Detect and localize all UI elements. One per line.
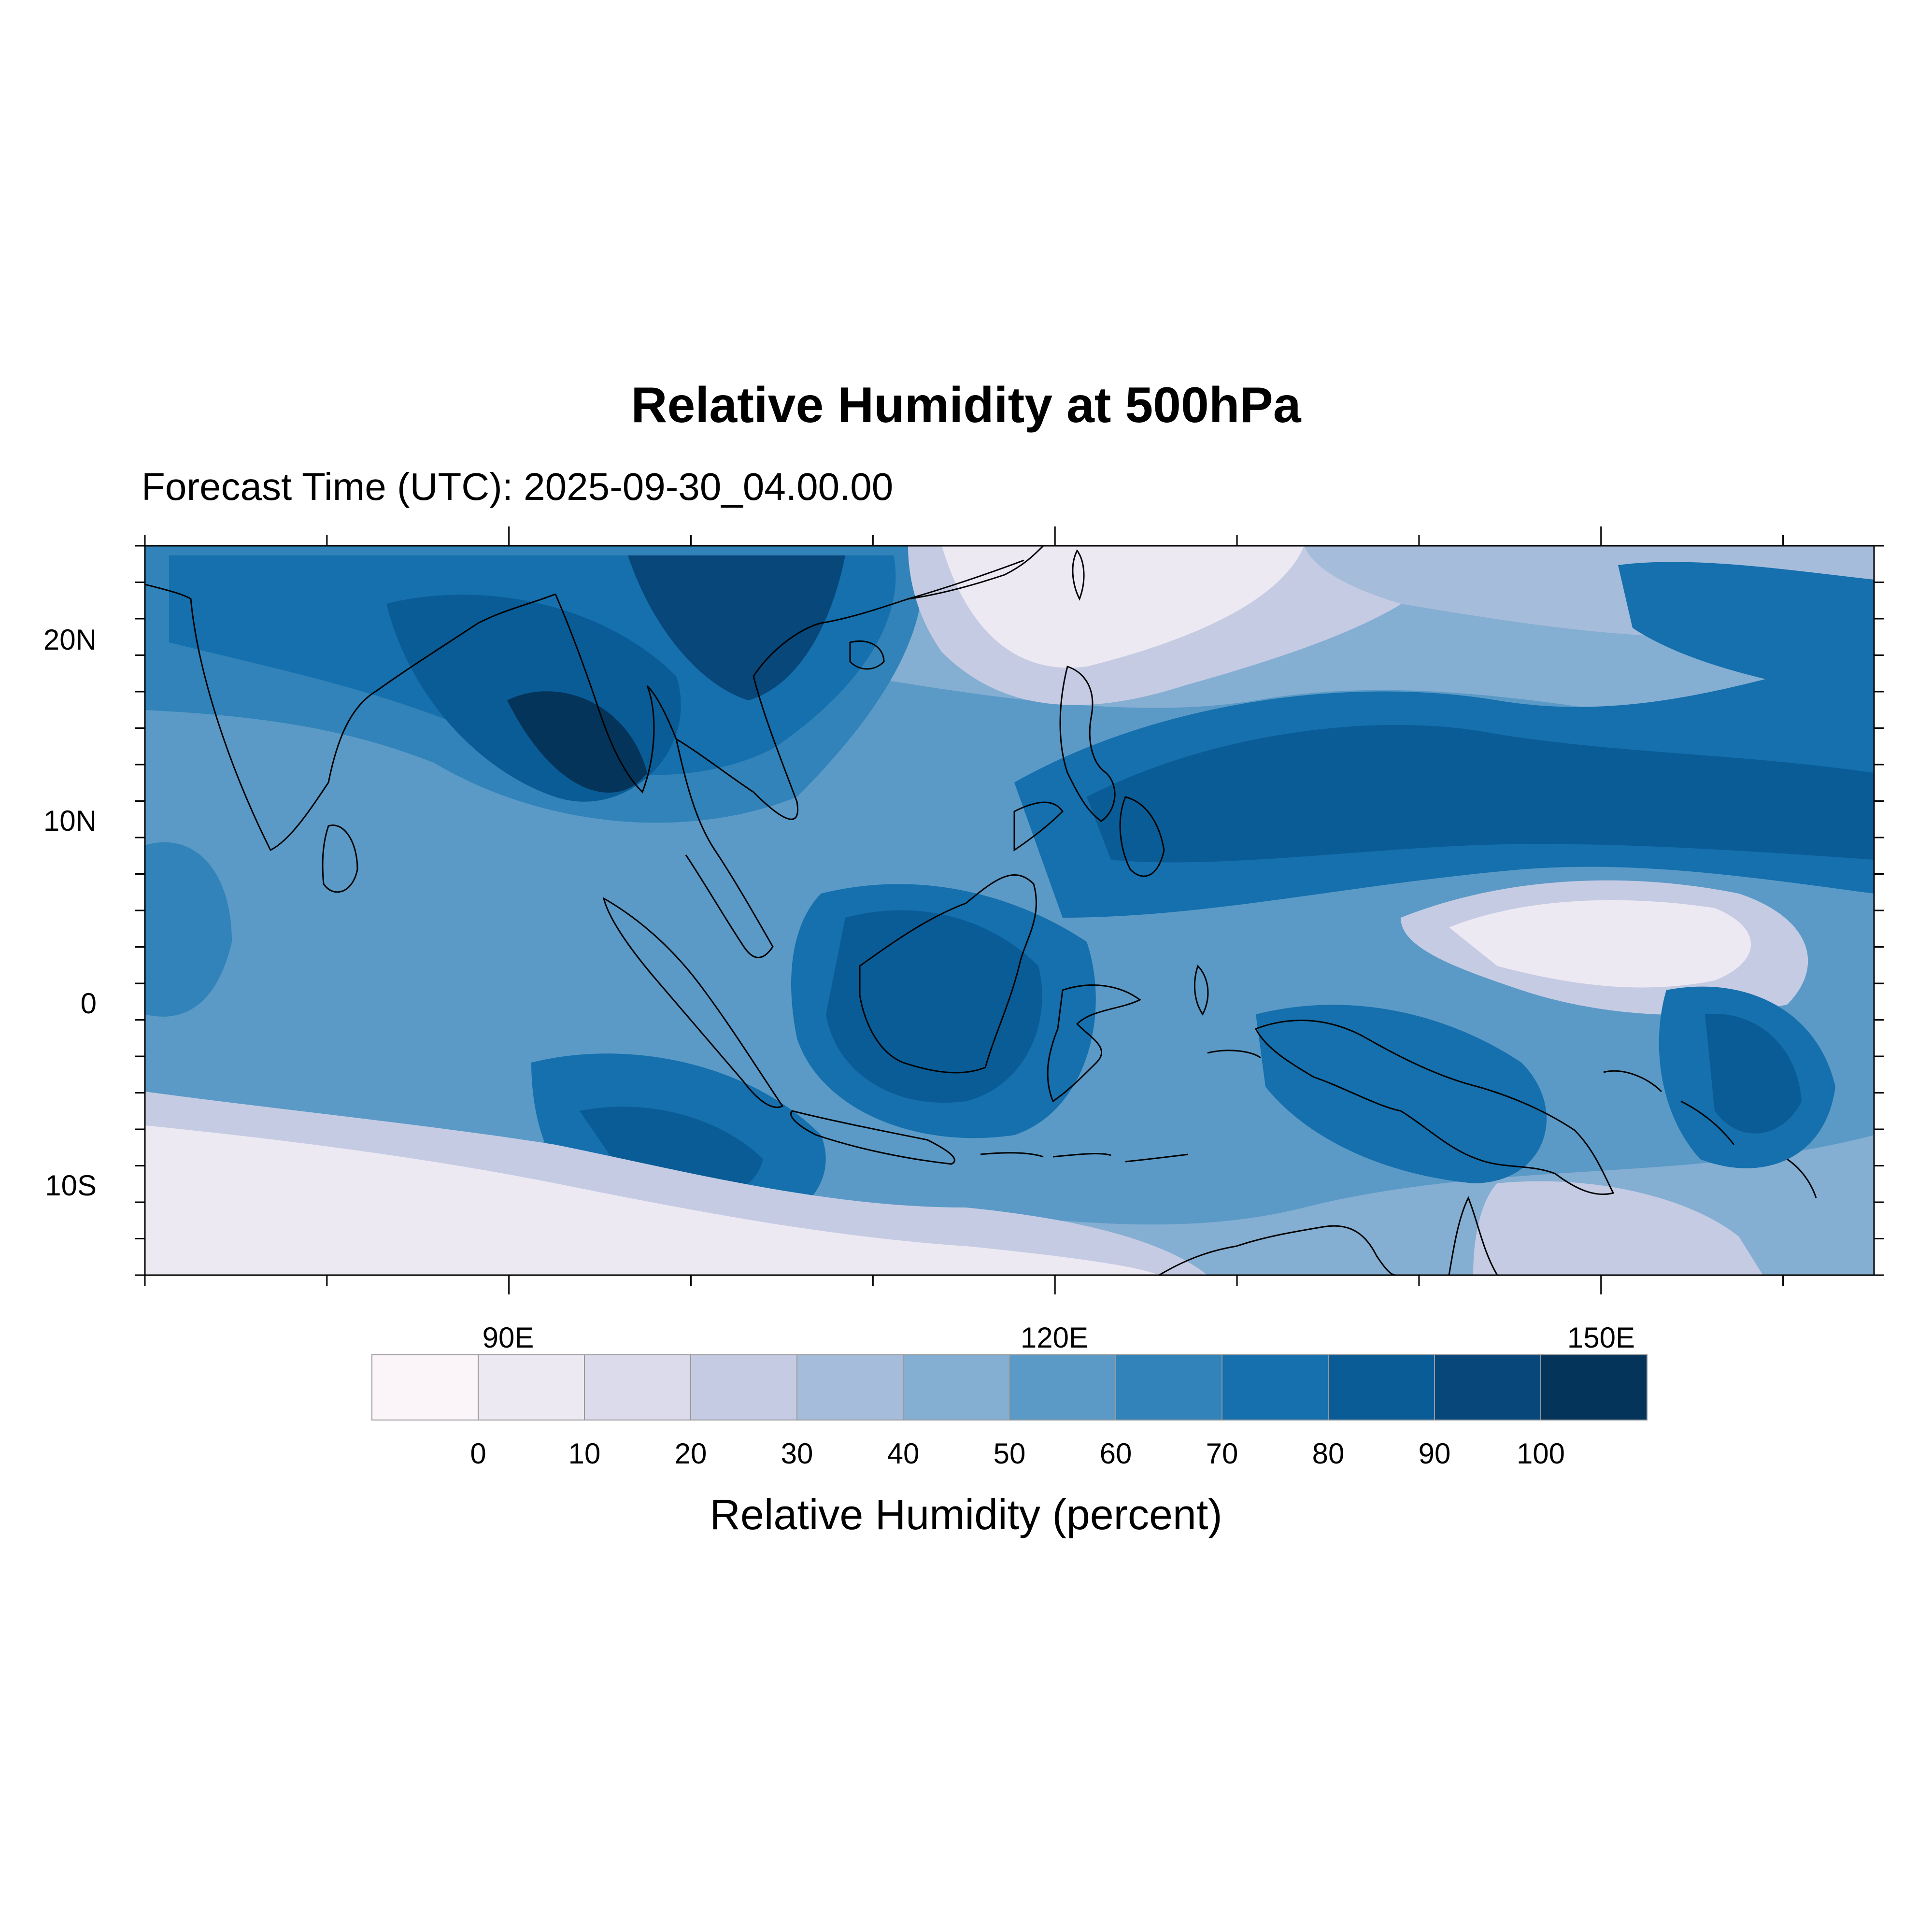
chart-title: Relative Humidity at 500hPa [631, 377, 1301, 433]
colorbar-box [371, 1354, 479, 1421]
colorbar-box [1115, 1354, 1222, 1421]
colorbar-box [1540, 1354, 1648, 1421]
colorbar-label: 90 [1419, 1437, 1451, 1470]
coastlines [145, 546, 1817, 1275]
colorbar-box [1328, 1354, 1435, 1421]
humidity-field [145, 546, 1874, 1275]
colorbar-box [796, 1354, 904, 1421]
colorbar-label: 40 [887, 1437, 920, 1470]
colorbar-label: 80 [1312, 1437, 1345, 1470]
lat-label-10n: 10N [43, 805, 97, 837]
colorbar [371, 1354, 1648, 1421]
colorbar-label: 70 [1206, 1437, 1238, 1470]
colorbar-box [690, 1354, 797, 1421]
forecast-time-label: Forecast Time (UTC): 2025-09-30_04.00.00 [142, 465, 894, 508]
lon-label-90e: 90E [483, 1321, 534, 1354]
lon-label-120e: 120E [1021, 1321, 1088, 1354]
lat-label-0: 0 [81, 987, 97, 1020]
colorbar-label: 100 [1517, 1437, 1565, 1470]
colorbar-label: 60 [1100, 1437, 1132, 1470]
lon-label-150e: 150E [1567, 1321, 1635, 1354]
colorbar-box [1009, 1354, 1116, 1421]
colorbar-label: 50 [994, 1437, 1026, 1470]
lat-label-20n: 20N [43, 624, 97, 656]
colorbar-box [584, 1354, 691, 1421]
map-ticks [135, 526, 1884, 1294]
colorbar-box [1434, 1354, 1541, 1421]
lat-label-10s: 10S [45, 1169, 97, 1202]
colorbar-label: 30 [781, 1437, 813, 1470]
colorbar-labels: 0 10 20 30 40 50 60 70 80 90 100 [470, 1437, 1565, 1470]
colorbar-title: Relative Humidity (percent) [710, 1491, 1222, 1538]
colorbar-box [478, 1354, 585, 1421]
colorbar-label: 10 [568, 1437, 601, 1470]
colorbar-box [1222, 1354, 1329, 1421]
colorbar-label: 20 [675, 1437, 707, 1470]
colorbar-box [903, 1354, 1010, 1421]
colorbar-label: 0 [470, 1437, 486, 1470]
